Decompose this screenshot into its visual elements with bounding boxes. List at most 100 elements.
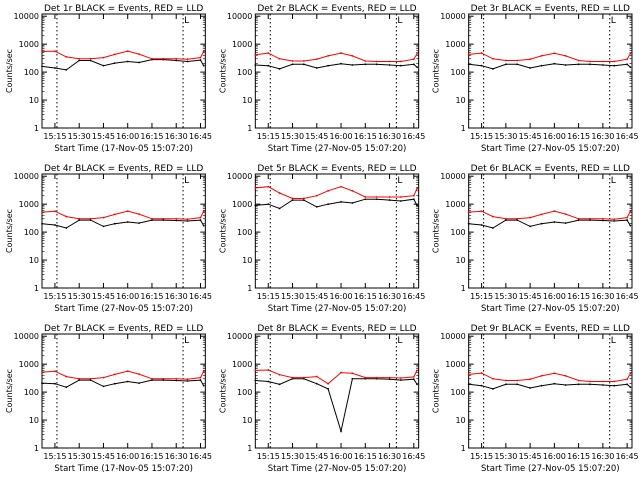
events-series-line (255, 378, 418, 434)
y-tick-label: 1 (461, 124, 466, 133)
x-tick-label: 16:00 (116, 452, 139, 461)
x-tick-label: 15:15 (470, 132, 493, 141)
events-data-point (267, 64, 270, 67)
x-tick-label: 16:45 (616, 292, 639, 301)
y-tick-label: 100 (450, 388, 465, 397)
lld-data-point (467, 53, 470, 56)
lld-data-point (315, 58, 318, 61)
lld-data-point (504, 59, 507, 62)
lld-data-point (613, 218, 616, 221)
lld-data-point (613, 380, 616, 383)
y-tick-label: 1 (34, 124, 39, 133)
events-data-point (267, 203, 270, 206)
y-tick-label: 1 (461, 284, 466, 293)
x-tick-label: 15:15 (257, 132, 280, 141)
x-tick-label: 15:15 (470, 452, 493, 461)
lld-data-point (327, 382, 330, 385)
lld-data-point (175, 377, 178, 380)
y-axis-label: Counts/sec (218, 369, 227, 413)
events-data-point (102, 64, 105, 67)
chart-title: Det 6r BLACK = Events, RED = LLD (471, 164, 630, 174)
lld-data-point (315, 194, 318, 197)
x-tick-label: 15:45 (519, 132, 542, 141)
events-data-point (315, 67, 318, 69)
lld-data-point (399, 196, 402, 198)
events-data-point (278, 383, 281, 386)
events-data-point (589, 383, 591, 386)
y-tick-label: 10000 (227, 12, 252, 21)
events-series-line (468, 219, 631, 229)
events-data-point (467, 383, 470, 386)
events-data-point (375, 198, 378, 201)
lld-data-point (577, 217, 580, 220)
y-axis-label: Counts/sec (432, 209, 441, 253)
x-tick-label: 16:15 (354, 292, 377, 301)
lld-data-point (78, 217, 81, 220)
lld-data-point (202, 370, 205, 373)
y-tick-label: 10 (29, 416, 39, 425)
chart-panel: Det 4r BLACK = Events, RED = LLD L 1 10 100 1… (5, 164, 212, 314)
lld-data-point (412, 376, 415, 378)
y-tick-label: 1 (247, 124, 252, 133)
events-data-point (202, 384, 205, 387)
x-tick-label: 15:45 (519, 292, 542, 301)
events-data-point (629, 386, 632, 389)
lld-data-point (41, 371, 43, 373)
lld-data-point (151, 57, 153, 60)
x-tick-label: 15:45 (92, 452, 115, 461)
lld-data-point (601, 60, 604, 63)
x-tick-label: 15:15 (257, 452, 280, 461)
x-tick-label: 15:15 (43, 132, 66, 141)
lld-data-point (351, 55, 354, 57)
lld-data-point (629, 372, 632, 375)
events-data-point (553, 62, 556, 65)
events-data-point (564, 384, 567, 386)
lld-data-point (412, 58, 415, 61)
events-series-line (41, 379, 205, 388)
events-data-point (351, 64, 354, 66)
lld-data-point (492, 215, 494, 218)
lld-data-point (340, 185, 342, 188)
lld-data-point (278, 373, 281, 376)
lld-data-point (412, 194, 415, 197)
lld-data-point (102, 216, 105, 219)
x-tick-label: 15:15 (43, 452, 66, 461)
chart-panel: Det 9r BLACK = Events, RED = LLD L 1 10 100 1… (432, 324, 639, 474)
events-data-point (199, 219, 202, 221)
lld-data-point (186, 218, 189, 221)
events-data-point (626, 219, 629, 221)
events-data-point (78, 219, 81, 221)
lld-data-point (41, 50, 43, 53)
x-tick-label: 15:45 (305, 292, 328, 301)
plot-frame (254, 173, 420, 289)
x-axis-label: Start Time (27-Nov-05 15:07:20) (268, 464, 407, 474)
lld-data-point (399, 60, 402, 63)
x-tick-label: 16:45 (616, 132, 639, 141)
events-data-point (412, 63, 415, 66)
events-data-point (302, 199, 305, 201)
lld-data-point (529, 378, 532, 381)
lld-data-point (202, 50, 205, 53)
events-data-point (327, 388, 330, 390)
lld-data-point (416, 187, 418, 190)
x-tick-label: 16:15 (354, 452, 377, 461)
lld-data-point (540, 213, 543, 216)
lld-data-point (577, 379, 580, 382)
lld-data-point (529, 58, 532, 61)
lld-data-point (89, 57, 92, 60)
events-data-point (113, 62, 116, 65)
lld-series-line (468, 52, 631, 62)
lld-data-point (601, 217, 604, 220)
lld-data-point (162, 57, 165, 60)
x-tick-label: 15:30 (281, 292, 304, 301)
events-data-point (601, 219, 604, 222)
y-tick-label: 1000 (232, 200, 252, 209)
plot-frame (468, 173, 633, 289)
lld-data-point (267, 369, 270, 371)
y-axis-label: Counts/sec (5, 49, 14, 93)
x-tick-label: 16:15 (567, 292, 590, 301)
lld-data-point (102, 56, 105, 59)
lld-data-point (504, 217, 507, 220)
lld-data-point (267, 185, 270, 188)
events-data-point (175, 59, 178, 62)
